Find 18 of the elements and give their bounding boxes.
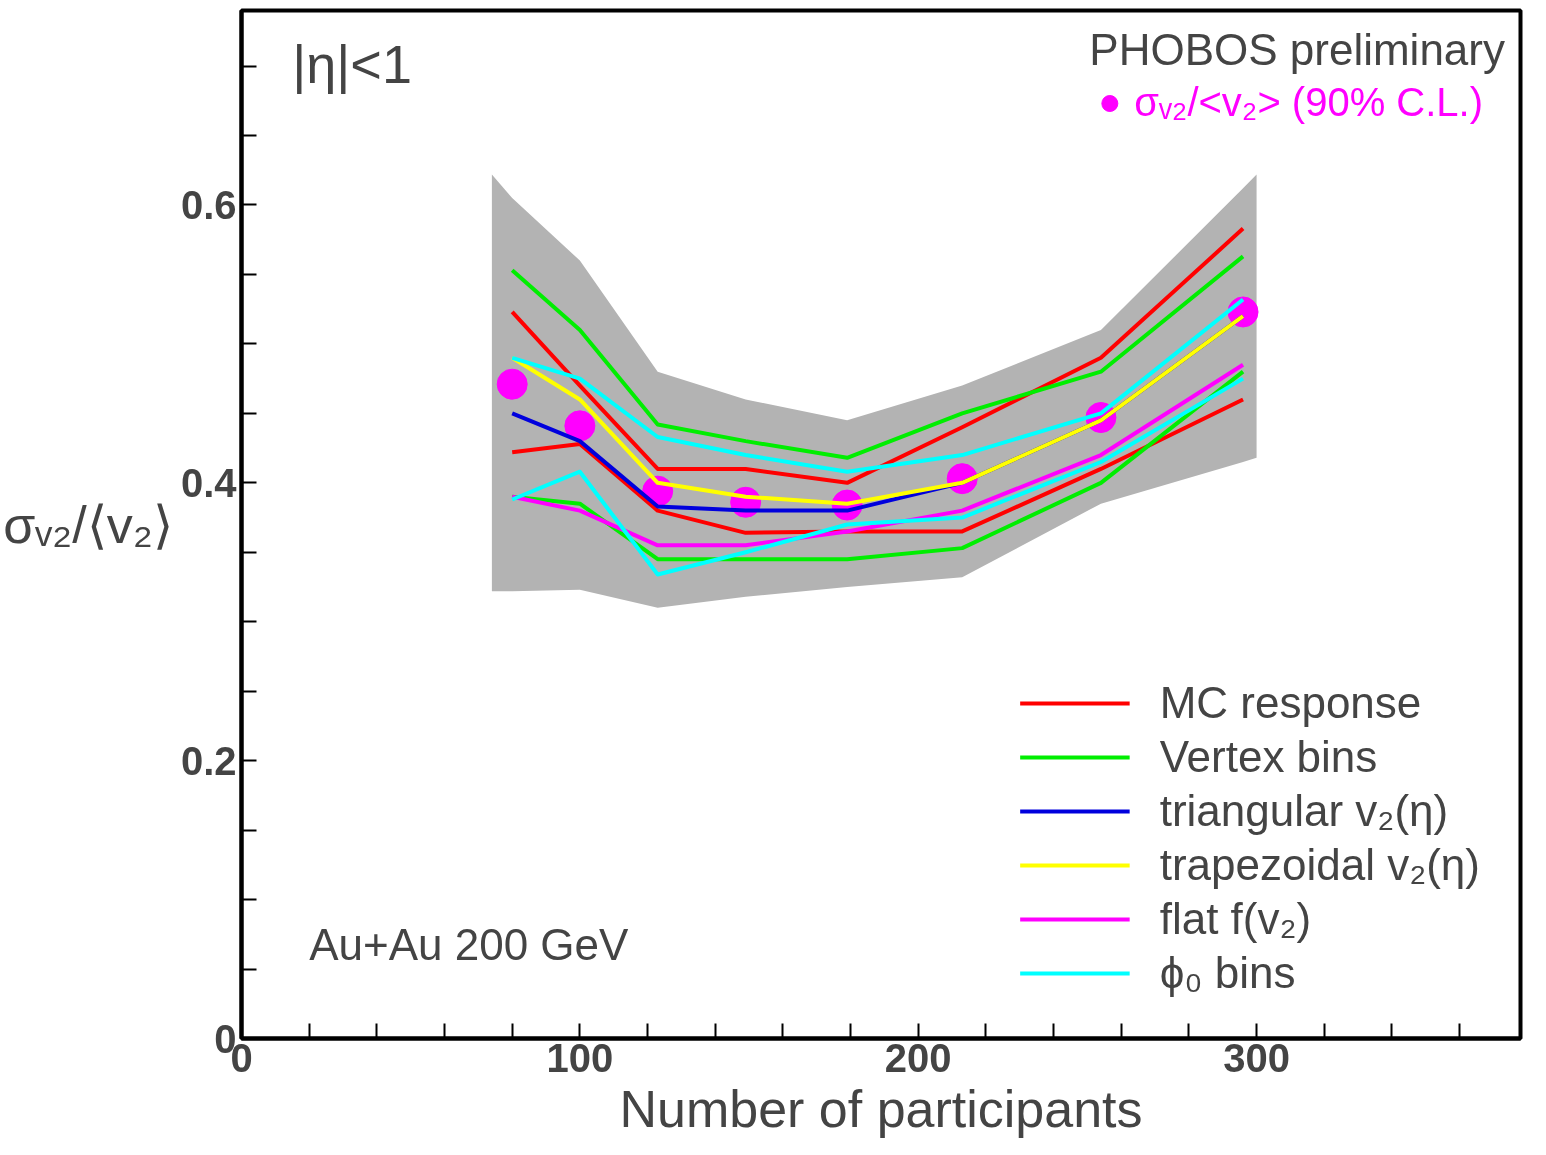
legend-label: flat f(v₂) [1159, 894, 1312, 944]
legend-label: ϕ₀ bins [1159, 948, 1296, 998]
legend-label: triangular v₂(η) [1159, 786, 1449, 836]
x-tick-label: 300 [1223, 1035, 1290, 1080]
legend-label: trapezoidal v₂(η) [1159, 840, 1480, 890]
y-tick-label: 0.4 [180, 460, 238, 505]
x-tick-label: 200 [884, 1035, 952, 1080]
legend-title: PHOBOS preliminary [1089, 25, 1505, 75]
legend-label: σᵥ₂/<v₂> (90% C.L.) [1134, 80, 1484, 125]
annotation: |η|<1 [292, 33, 412, 94]
y-tick-label: 0.2 [180, 738, 237, 783]
y-axis-title: σᵥ₂/⟨v₂⟩ [3, 495, 173, 554]
annotation: Au+Au 200 GeV [309, 920, 630, 970]
legend-label: MC response [1159, 678, 1422, 728]
y-tick-label: 0.6 [180, 182, 237, 227]
legend-label: Vertex bins [1159, 732, 1378, 782]
x-axis-title: Number of participants [619, 1079, 1143, 1138]
x-tick-label: 100 [546, 1035, 614, 1080]
